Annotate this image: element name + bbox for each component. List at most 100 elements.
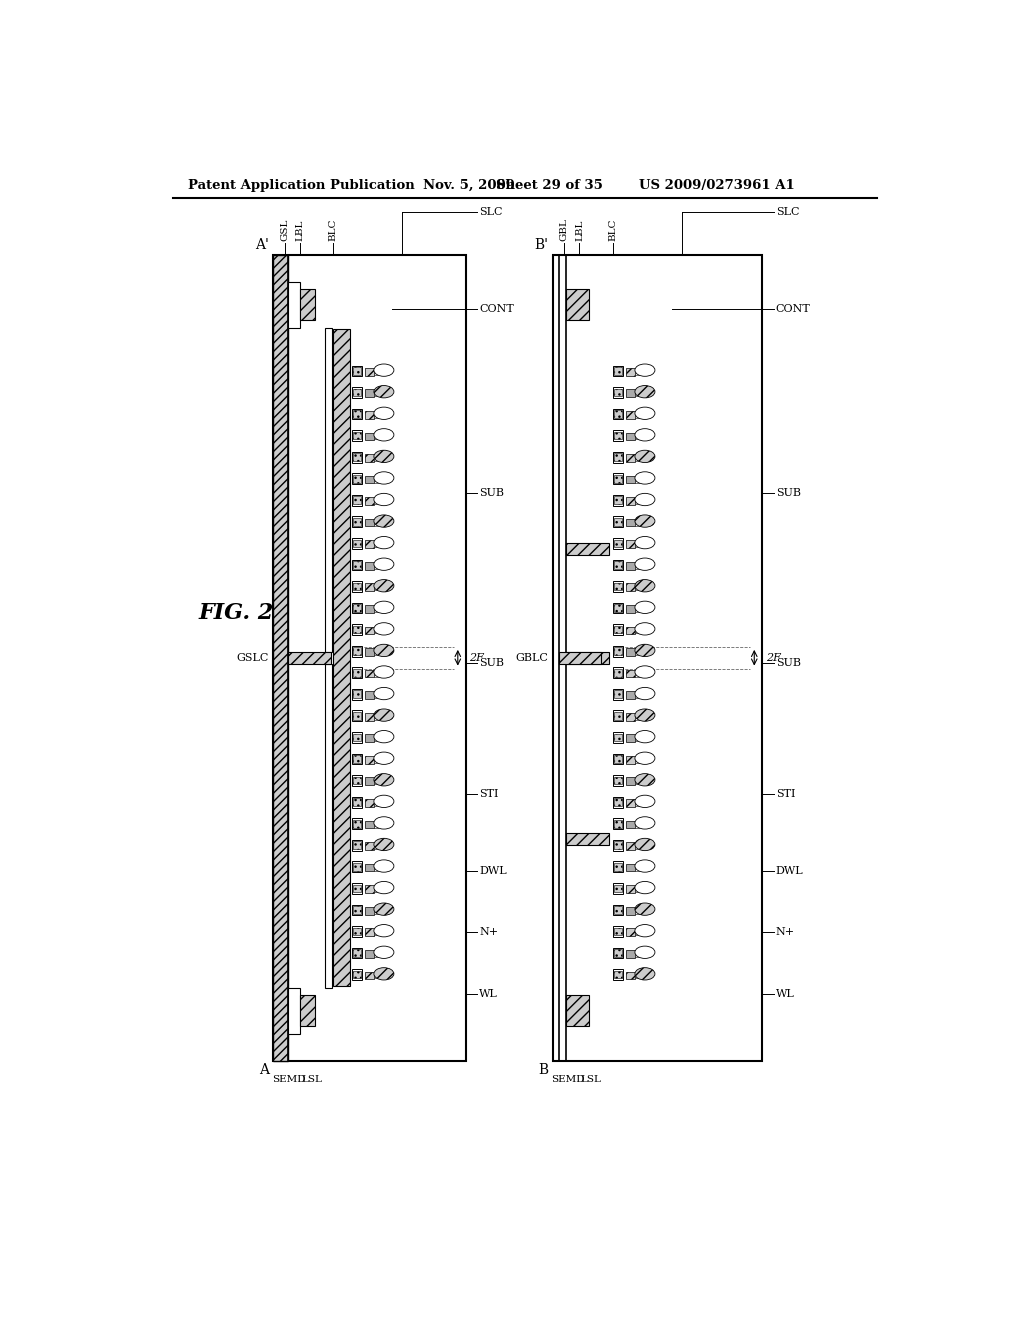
Bar [635, 887, 639, 892]
Ellipse shape [635, 385, 655, 397]
Bar [626, 519, 635, 527]
Bar [635, 521, 639, 525]
Text: GBLC: GBLC [516, 653, 549, 663]
Bar [374, 521, 378, 525]
Bar [351, 733, 362, 743]
Bar [333, 330, 350, 986]
Bar [351, 927, 362, 937]
Ellipse shape [374, 838, 394, 850]
Ellipse shape [635, 795, 655, 808]
Bar [635, 822, 639, 828]
Text: B': B' [535, 239, 549, 252]
Ellipse shape [635, 752, 655, 764]
Bar [374, 651, 378, 655]
Bar [626, 583, 635, 591]
Bar [374, 478, 378, 483]
Text: N+: N+ [479, 927, 499, 937]
Bar [635, 434, 639, 440]
Bar [351, 883, 362, 894]
Bar [635, 737, 639, 742]
Bar [374, 801, 378, 807]
Bar [353, 669, 360, 677]
Bar [353, 970, 360, 978]
Bar [351, 409, 362, 420]
Text: GBL: GBL [559, 218, 568, 240]
Bar [614, 690, 622, 698]
Bar [365, 713, 374, 721]
Ellipse shape [635, 429, 655, 441]
Bar [289, 281, 300, 327]
Bar [351, 645, 362, 656]
Bar [351, 948, 362, 958]
Bar [365, 475, 374, 483]
Bar [374, 586, 378, 590]
Ellipse shape [374, 364, 394, 376]
Bar [635, 628, 639, 634]
Bar [300, 995, 315, 1026]
Bar [612, 387, 624, 397]
Bar [614, 863, 622, 871]
Ellipse shape [635, 817, 655, 829]
Bar [612, 430, 624, 441]
Ellipse shape [635, 558, 655, 570]
Bar [374, 822, 378, 828]
Bar [374, 607, 378, 612]
Bar [351, 603, 362, 614]
Text: SEMD: SEMD [271, 1074, 305, 1084]
Ellipse shape [374, 665, 394, 678]
Ellipse shape [374, 882, 394, 894]
Bar [374, 952, 378, 957]
Bar [365, 928, 374, 936]
Ellipse shape [374, 859, 394, 873]
Bar [353, 820, 360, 828]
Bar [626, 540, 635, 548]
Bar [353, 776, 360, 784]
Bar [635, 457, 639, 461]
Ellipse shape [374, 903, 394, 915]
Ellipse shape [374, 515, 394, 527]
Ellipse shape [635, 688, 655, 700]
Ellipse shape [374, 494, 394, 506]
Text: STI: STI [776, 788, 796, 799]
Text: SLC: SLC [776, 207, 800, 218]
Bar [626, 562, 635, 570]
Bar [353, 647, 360, 655]
Bar [614, 411, 622, 418]
Ellipse shape [374, 924, 394, 937]
Bar [626, 777, 635, 785]
Bar [612, 495, 624, 506]
Bar [374, 564, 378, 569]
Bar [353, 475, 360, 483]
Bar [614, 734, 622, 742]
Bar [612, 516, 624, 527]
Bar [353, 517, 360, 525]
Bar [351, 710, 362, 721]
Bar [612, 948, 624, 958]
Ellipse shape [635, 494, 655, 506]
Bar [626, 928, 635, 936]
Bar [365, 498, 374, 506]
Ellipse shape [635, 730, 655, 743]
Bar [635, 651, 639, 655]
Bar [365, 950, 374, 958]
Bar [566, 995, 590, 1026]
Bar [365, 627, 374, 635]
Bar [635, 952, 639, 957]
Bar [351, 818, 362, 829]
Bar [365, 648, 374, 656]
Text: A: A [259, 1063, 269, 1077]
Bar [635, 478, 639, 483]
Bar [326, 327, 332, 652]
Bar [365, 777, 374, 785]
Bar [351, 495, 362, 506]
Text: FIG. 29: FIG. 29 [199, 602, 289, 624]
Bar [351, 539, 362, 549]
Bar [351, 797, 362, 808]
Bar [353, 496, 360, 504]
Ellipse shape [374, 536, 394, 549]
Bar [626, 713, 635, 721]
Ellipse shape [374, 644, 394, 656]
Bar [614, 475, 622, 483]
Bar [635, 370, 639, 375]
Bar [351, 451, 362, 462]
